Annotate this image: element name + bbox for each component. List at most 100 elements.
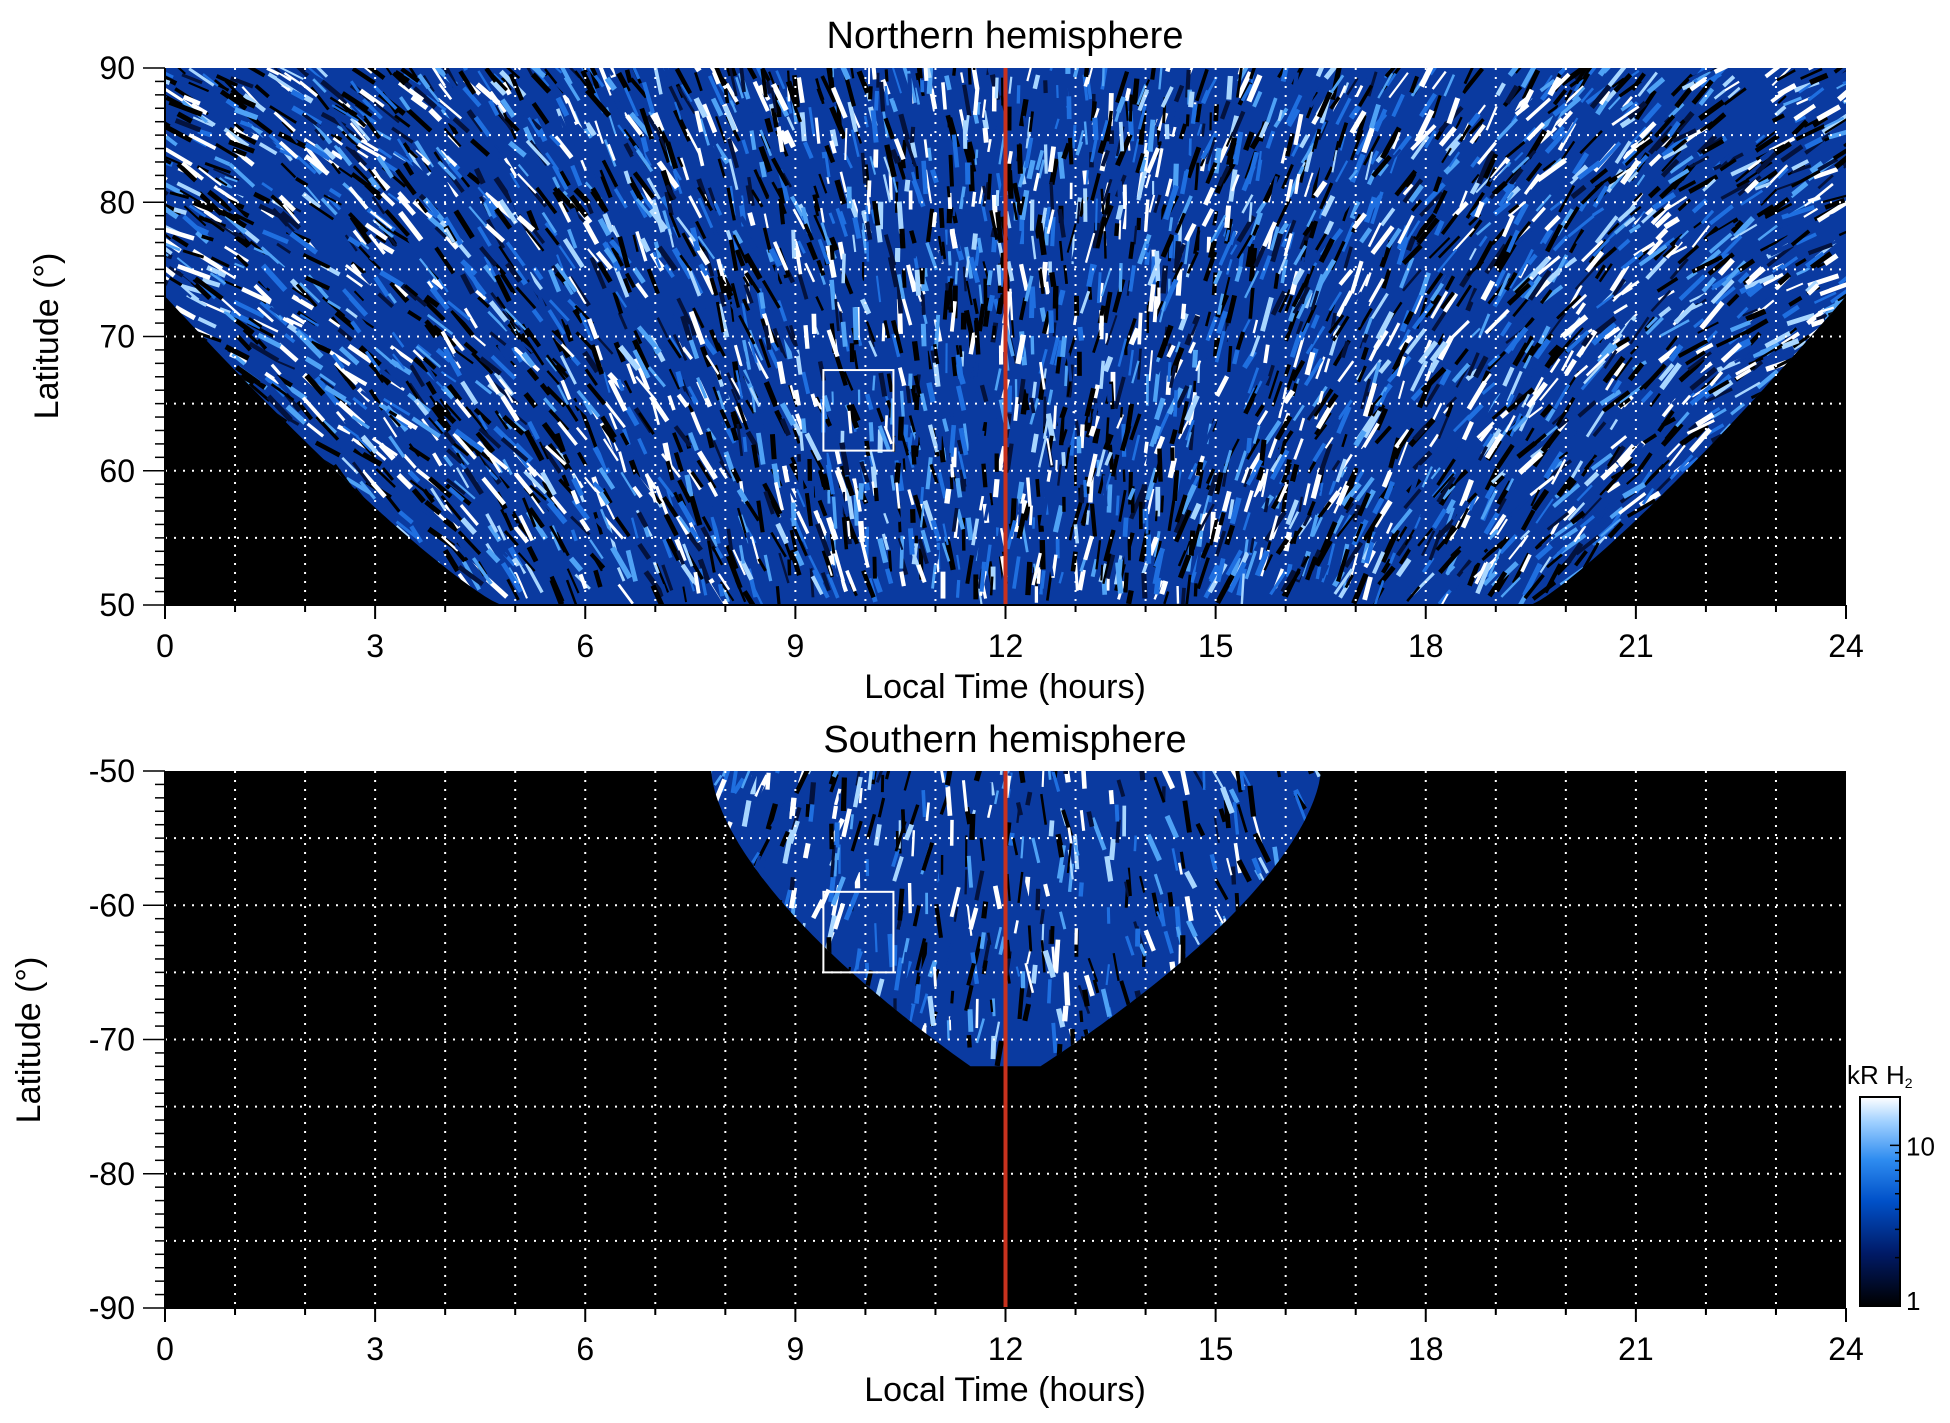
emission-streak: [1429, 340, 1448, 363]
emission-streak: [1335, 290, 1354, 318]
emission-streak: [1131, 434, 1141, 461]
emission-streak: [512, 214, 527, 235]
emission-streak: [1344, 446, 1368, 476]
emission-streak: [1833, 68, 1846, 74]
emission-streak: [1061, 451, 1066, 467]
emission-streak: [770, 87, 778, 113]
emission-streak: [298, 80, 319, 98]
emission-streak: [1532, 376, 1544, 396]
emission-streak: [1368, 103, 1381, 129]
emission-streak: [560, 126, 580, 160]
emission-streak: [699, 345, 713, 368]
emission-streak: [1370, 191, 1384, 225]
emission-streak: [1194, 68, 1209, 102]
emission-streak: [1231, 174, 1240, 192]
emission-streak: [1621, 319, 1635, 337]
emission-streak: [761, 296, 774, 316]
emission-streak: [1679, 229, 1690, 240]
emission-streak: [1441, 147, 1452, 164]
emission-streak: [1386, 148, 1402, 167]
emission-streak: [1148, 283, 1156, 312]
emission-streak: [1468, 112, 1481, 127]
emission-streak: [473, 167, 486, 185]
emission-streak: [219, 89, 248, 111]
emission-streak: [442, 517, 459, 532]
emission-streak: [500, 395, 520, 422]
emission-streak: [1495, 82, 1506, 97]
emission-streak: [1357, 492, 1371, 517]
emission-streak: [1118, 489, 1127, 522]
emission-streak: [597, 217, 612, 237]
emission-streak: [1136, 422, 1148, 456]
emission-streak: [447, 121, 459, 136]
emission-streak: [183, 205, 207, 227]
emission-streak: [657, 476, 675, 498]
emission-streak: [1038, 268, 1045, 295]
emission-streak: [1568, 164, 1589, 185]
emission-streak: [809, 213, 822, 243]
emission-streak: [1323, 220, 1335, 236]
emission-streak: [1807, 87, 1825, 102]
emission-streak: [1298, 417, 1306, 431]
emission-streak: [775, 70, 786, 90]
emission-streak: [1620, 250, 1644, 271]
emission-streak: [1328, 478, 1345, 501]
emission-streak: [1596, 503, 1611, 524]
emission-streak: [930, 519, 942, 542]
emission-streak: [1090, 558, 1099, 578]
emission-streak: [1437, 248, 1458, 273]
emission-streak: [1267, 437, 1278, 459]
emission-streak: [1552, 88, 1568, 106]
emission-streak: [881, 533, 890, 551]
emission-streak: [733, 186, 744, 207]
emission-streak: [525, 327, 542, 348]
emission-streak: [1417, 340, 1439, 365]
emission-streak: [1567, 502, 1586, 521]
emission-streak: [907, 489, 915, 506]
emission-streak: [396, 138, 414, 163]
emission-streak: [1198, 503, 1215, 531]
emission-streak: [785, 80, 800, 109]
emission-streak: [1488, 163, 1507, 183]
emission-streak: [1008, 76, 1013, 94]
emission-streak: [258, 278, 269, 289]
emission-streak: [1614, 356, 1633, 381]
emission-streak: [602, 438, 619, 462]
emission-streak: [1548, 344, 1560, 357]
emission-streak: [548, 134, 561, 147]
emission-streak: [681, 232, 697, 257]
emission-streak: [1399, 422, 1412, 436]
emission-streak: [606, 143, 616, 162]
emission-streak: [1380, 232, 1391, 258]
emission-streak: [1768, 136, 1796, 153]
emission-streak: [340, 137, 357, 151]
emission-streak: [261, 229, 289, 245]
emission-streak: [1659, 181, 1678, 200]
emission-streak: [1330, 92, 1349, 119]
emission-streak: [726, 528, 734, 551]
emission-streak: [1666, 120, 1681, 138]
emission-streak: [345, 143, 368, 168]
emission-streak: [1364, 151, 1374, 180]
emission-streak: [573, 104, 588, 130]
emission-streak: [548, 268, 562, 293]
emission-streak: [299, 313, 320, 327]
emission-streak: [1028, 111, 1034, 133]
emission-streak: [759, 161, 767, 178]
emission-streak: [1591, 321, 1617, 346]
emission-streak: [1629, 316, 1650, 345]
emission-streak: [266, 68, 292, 82]
emission-streak: [496, 525, 507, 541]
emission-streak: [1016, 481, 1025, 500]
emission-streak: [1657, 409, 1675, 433]
emission-streak: [1299, 134, 1310, 149]
emission-streak: [971, 233, 978, 250]
emission-streak: [736, 423, 744, 457]
emission-streak: [411, 68, 438, 82]
emission-streak: [485, 316, 502, 334]
emission-streak: [438, 83, 453, 101]
emission-streak: [1466, 380, 1488, 411]
emission-streak: [1821, 112, 1846, 135]
emission-streak: [577, 451, 588, 467]
emission-streak: [886, 534, 895, 550]
